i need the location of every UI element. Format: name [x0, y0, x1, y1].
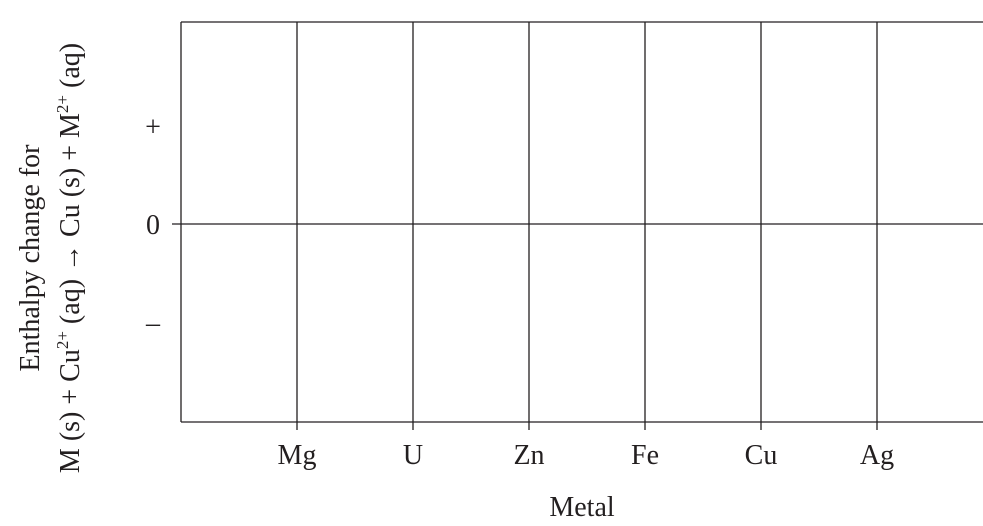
y-tick-zero: 0: [146, 210, 160, 241]
plot-frame: [172, 21, 983, 423]
eq-part-2: (aq) → Cu (s) + M: [55, 113, 86, 331]
x-tick-label-fe: Fe: [631, 440, 659, 471]
x-tick-label-ag: Ag: [860, 440, 894, 471]
grid-lines: [296, 22, 878, 430]
eq-part-3: (aq): [55, 43, 86, 95]
x-tick-labels: Mg U Zn Fe Cu Ag: [278, 440, 895, 471]
y-axis-title-line2: M (s) + Cu2+ (aq) → Cu (s) + M2+ (aq): [53, 43, 86, 473]
y-tick-minus: –: [145, 308, 161, 339]
x-tick-label-mg: Mg: [278, 440, 317, 471]
x-tick-label-zn: Zn: [513, 440, 544, 471]
y-tick-labels: + 0 –: [145, 112, 161, 339]
x-tick-label-cu: Cu: [745, 440, 778, 471]
eq-superscript-2: 2+: [53, 95, 72, 113]
y-tick-plus: +: [145, 112, 161, 143]
x-axis-title: Metal: [549, 492, 615, 523]
y-axis-title-line1: Enthalpy change for: [15, 144, 46, 372]
y-axis-title: Enthalpy change for: [15, 144, 46, 372]
eq-part-1: M (s) + Cu: [55, 349, 86, 473]
eq-superscript-1: 2+: [53, 331, 72, 349]
x-tick-label-u: U: [403, 440, 423, 471]
y-axis-title-equation: M (s) + Cu2+ (aq) → Cu (s) + M2+ (aq): [53, 43, 86, 473]
